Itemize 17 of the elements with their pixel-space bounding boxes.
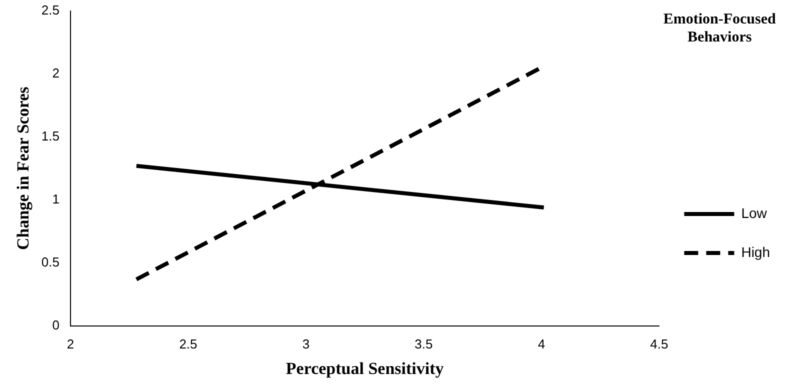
x-tick-label: 3 (302, 336, 310, 352)
x-tick-label: 2.5 (179, 336, 198, 352)
legend-label: High (741, 244, 770, 260)
y-tick-label: 0.5 (41, 254, 60, 270)
x-tick-label: 4 (538, 336, 546, 352)
x-tick-label: 2 (66, 336, 74, 352)
y-tick-label: 2 (52, 65, 60, 80)
y-tick-label: 1.5 (41, 128, 60, 144)
y-tick-label: 0 (52, 318, 60, 333)
legend-label: Low (741, 204, 768, 221)
legend-title: Emotion-Focused Behaviors (663, 11, 777, 46)
y-axis-title: Change in Fear Scores (14, 86, 33, 250)
y-tick-label: 2.5 (41, 2, 60, 18)
x-tick-label: 3.5 (414, 336, 433, 352)
y-tick-label: 1 (52, 192, 60, 206)
x-tick-label: 4.5 (650, 336, 668, 352)
x-axis-title: Perceptual Sensitivity (286, 359, 444, 378)
